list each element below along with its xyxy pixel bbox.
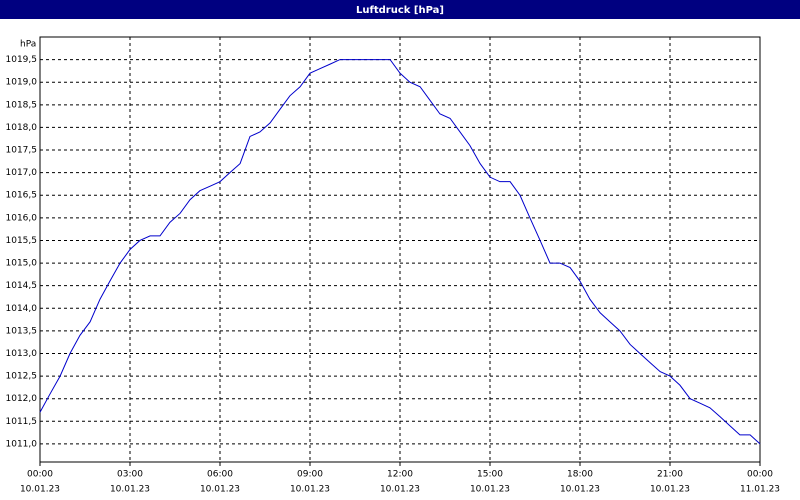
y-tick-label: 1013,5 [6,326,38,336]
y-tick-label: 1016,5 [6,191,38,201]
x-tick-date: 10.01.23 [290,485,330,495]
y-tick-label: 1014,5 [6,281,38,291]
x-tick-date: 10.01.23 [20,485,60,495]
x-tick-label: 21:00 [657,470,683,480]
y-tick-label: 1017,5 [6,146,38,156]
x-tick-date: 10.01.23 [560,485,600,495]
x-tick-label: 00:00 [747,470,773,480]
y-tick-label: 1017,0 [6,168,38,178]
y-tick-label: 1015,0 [6,259,38,269]
y-tick-label: 1018,0 [6,123,38,133]
y-tick-label: 1019,5 [6,55,38,65]
x-tick-label: 15:00 [477,470,503,480]
data-line [39,59,761,445]
y-tick-label: 1016,0 [6,213,38,223]
x-tick-label: 09:00 [297,470,323,480]
x-tick-label: 03:00 [117,470,143,480]
chart-title: Luftdruck [hPa] [356,5,444,16]
x-tick-date: 10.01.23 [200,485,240,495]
x-tick-date: 10.01.23 [380,485,420,495]
x-tick-date: 10.01.23 [650,485,690,495]
x-tick-date: 11.01.23 [740,485,780,495]
y-tick-label: 1012,0 [6,394,38,404]
y-tick-label: 1019,0 [6,78,38,88]
x-tick-label: 00:00 [27,470,53,480]
x-tick-date: 10.01.23 [470,485,510,495]
x-tick-label: 18:00 [567,470,593,480]
y-axis-unit: hPa [20,40,36,50]
x-tick-label: 12:00 [387,470,413,480]
y-tick-label: 1014,0 [6,304,38,314]
x-tick-date: 10.01.23 [110,485,150,495]
x-tick-label: 06:00 [207,470,233,480]
y-tick-label: 1015,5 [6,236,38,246]
title-bar [0,0,800,19]
y-tick-label: 1011,5 [6,417,38,427]
y-tick-label: 1013,0 [6,349,38,359]
y-tick-label: 1011,0 [6,439,38,449]
y-tick-label: 1018,5 [6,100,38,110]
y-tick-label: 1012,5 [6,372,38,382]
